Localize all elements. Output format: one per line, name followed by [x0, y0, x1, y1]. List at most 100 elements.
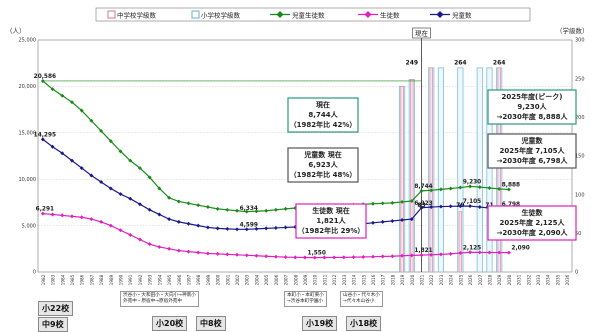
series-point-1: [390, 218, 395, 223]
series-point-0: [506, 187, 511, 192]
x-tick: 2006: [274, 274, 279, 285]
legend-elem-bar-swatch: [191, 10, 200, 19]
series-point-2: [137, 237, 142, 242]
callout-text-students-2025: 2025年度 2,125人: [499, 218, 565, 227]
series-point-0: [176, 199, 181, 204]
series-point-2: [477, 250, 482, 255]
series-point-1: [118, 192, 123, 197]
y-tick-right: 300: [575, 38, 585, 44]
now-label: 現在: [415, 29, 429, 38]
series-point-1: [205, 225, 210, 230]
series-point-0: [167, 195, 172, 200]
series-point-1: [128, 196, 133, 201]
x-tick: 2030: [507, 274, 512, 285]
series-point-0: [137, 166, 142, 171]
data-label: 6,798: [502, 202, 520, 208]
series-point-1: [79, 166, 84, 171]
callout-text-children-2025: →2030年度 6,798人: [497, 156, 569, 165]
series-point-1: [147, 207, 152, 212]
callout-text-students-now: （1982年比 29%）: [298, 226, 365, 235]
x-tick: 1993: [148, 274, 153, 285]
callout-box-children-now: [287, 147, 359, 183]
x-tick: 2016: [371, 274, 376, 285]
label-jh-9: 中9校: [38, 317, 68, 332]
series-point-1: [108, 186, 113, 191]
x-tick: 1989: [109, 274, 114, 285]
series-point-1: [225, 226, 230, 231]
series-point-1: [215, 226, 220, 231]
x-tick: 1992: [138, 274, 143, 285]
merge-note-1: 渋谷小・大和田小・大向小→神南小 外苑中・原宿中→原宿外苑中: [120, 291, 199, 307]
x-tick: 2007: [284, 274, 289, 285]
series-point-1: [438, 204, 443, 209]
data-label: 6,334: [240, 206, 258, 212]
callout-box-students-now: [295, 203, 367, 239]
series-point-1: [235, 227, 240, 232]
x-tick: 1984: [60, 274, 65, 285]
series-point-0: [215, 206, 220, 211]
data-label: 1,821: [414, 248, 432, 254]
series-point-0: [400, 199, 405, 204]
x-tick: 1998: [196, 274, 201, 285]
series-point-2: [147, 242, 152, 247]
y-tick-right: 150: [575, 154, 585, 160]
series-point-1: [137, 202, 142, 207]
series-point-0: [196, 203, 201, 208]
x-tick: 2024: [449, 274, 454, 285]
series-point-2: [99, 219, 104, 224]
series-point-2: [118, 228, 123, 233]
x-tick: 2015: [361, 274, 366, 285]
label-jh-8: 中8校: [196, 316, 226, 331]
callout-text-children-2025: 2025年度 7,105人: [499, 146, 565, 155]
x-tick: 1994: [157, 274, 162, 285]
series-point-2: [254, 253, 259, 258]
x-tick: 2004: [254, 274, 259, 285]
y-tick-left: 5,000: [22, 223, 36, 229]
series-point-2: [215, 251, 220, 256]
x-tick: 2023: [439, 274, 444, 285]
callout-box-total-2025: [487, 89, 577, 125]
merge-note-1-line2: 外苑中・原宿中→原宿外苑中: [123, 299, 182, 304]
callout-text-total-now: （1982年比 42%）: [290, 120, 357, 129]
series-point-1: [99, 180, 104, 184]
data-label: 20,586: [34, 74, 56, 80]
series-point-1: [157, 212, 162, 217]
data-label: 8,744: [414, 184, 432, 190]
x-tick: 2002: [235, 274, 240, 285]
series-point-2: [186, 249, 191, 254]
x-tick: 2001: [225, 274, 230, 285]
series-point-0: [70, 100, 74, 105]
jh-class-bar: [497, 67, 501, 273]
series-point-2: [235, 252, 240, 257]
series-point-1: [254, 226, 259, 231]
plot-area: 0 5,000 10,000 15,000 20,000 25,000 0 50 100 150 2…: [19, 27, 585, 285]
callout-text-total-2025: 2025年度(ピーク): [502, 92, 563, 101]
elem-class-bar: [476, 67, 483, 273]
x-tick: 2020: [410, 274, 415, 285]
callout-box-students-2025: [487, 205, 577, 241]
y-tick-right: 50: [575, 231, 581, 237]
y-tick-right: 100: [575, 192, 585, 198]
callout-text-children-2025: 児童数: [521, 136, 544, 145]
series-point-1: [167, 217, 172, 222]
x-tick: 2033: [536, 274, 541, 285]
x-tick: 2021: [420, 274, 425, 285]
callout-box-children-2025: [487, 133, 577, 169]
x-tick: 1991: [128, 274, 133, 285]
data-label: 6,291: [36, 207, 54, 213]
callout-text-students-now: 生徒数 現在: [312, 206, 349, 215]
x-tick: 1995: [167, 274, 172, 285]
legend-students: 生徒数: [380, 11, 400, 20]
callout-text-students-2025: 生徒数: [522, 208, 544, 217]
legend-jh-bar: 中学校学級数: [117, 11, 157, 20]
jh-class-bar: [400, 86, 404, 273]
elem-class-bar: [486, 67, 493, 273]
x-tick: 2009: [303, 274, 308, 285]
series-point-0: [205, 205, 210, 210]
x-tick: 2028: [487, 274, 492, 285]
data-label: 2,125: [463, 245, 481, 251]
series-point-2: [205, 251, 210, 256]
data-label: 6,923: [414, 201, 432, 207]
x-tick: 2013: [342, 274, 347, 285]
